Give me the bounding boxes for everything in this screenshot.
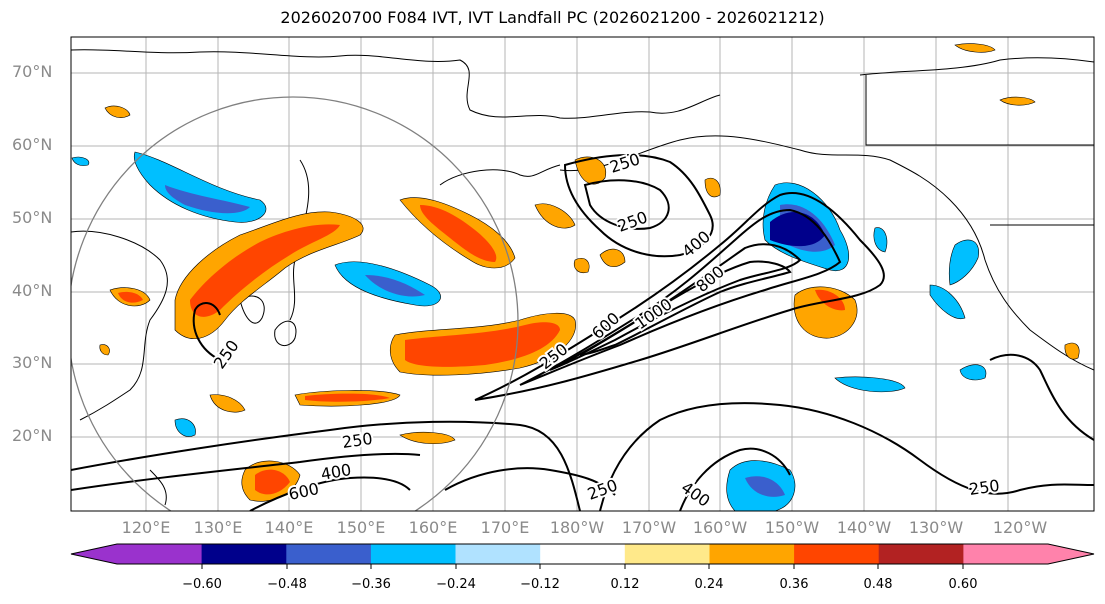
colorbar-segment bbox=[878, 544, 964, 564]
lon-label-130e: 130°E bbox=[193, 518, 243, 537]
colorbar-tick-label: 0.24 bbox=[694, 577, 724, 592]
colorbar-tick-label: −0.24 bbox=[436, 577, 476, 592]
colorbar-tick-label: −0.36 bbox=[351, 577, 391, 592]
contour-label-group: 250 250 250 400 600 800 1000 250 250 400… bbox=[208, 147, 1003, 513]
lon-label-150e: 150°E bbox=[336, 518, 386, 537]
lat-label-40n: 40°N bbox=[12, 281, 53, 300]
lon-label-160w: 160°W bbox=[692, 518, 748, 537]
contour-label: 400 bbox=[678, 227, 714, 261]
lon-label-180w: 180°W bbox=[549, 518, 605, 537]
lon-label-120w: 120°W bbox=[992, 518, 1048, 537]
lon-label-170w: 170°W bbox=[621, 518, 677, 537]
contour-label: 400 bbox=[319, 460, 352, 484]
colorbar-outline bbox=[70, 543, 1095, 565]
colorbar-segment bbox=[963, 544, 1049, 564]
lon-label-160e: 160°E bbox=[408, 518, 458, 537]
negative-region-se-core bbox=[745, 476, 785, 497]
colorbar-tick-label: 0.36 bbox=[779, 577, 809, 592]
colorbar-tick-label: 0.60 bbox=[948, 577, 978, 592]
lat-label-30n: 30°N bbox=[12, 353, 53, 372]
contour-label: 250 bbox=[968, 476, 1001, 499]
positive-region-central-core bbox=[405, 322, 560, 367]
lon-label-150w: 150°W bbox=[764, 518, 820, 537]
colorbar-segment bbox=[117, 544, 203, 564]
colorbar-segment bbox=[709, 544, 795, 564]
map-title: 2026020700 F084 IVT, IVT Landfall PC (20… bbox=[280, 8, 825, 27]
lat-label-20n: 20°N bbox=[12, 426, 53, 445]
contour-label: 250 bbox=[210, 336, 243, 372]
lon-label-120e: 120°E bbox=[121, 518, 171, 537]
lon-label-170e: 170°E bbox=[480, 518, 530, 537]
colorbar-tick-label: 0.48 bbox=[863, 577, 893, 592]
lon-label-130w: 130°W bbox=[908, 518, 964, 537]
ivt-contours bbox=[71, 154, 1094, 511]
negative-region-nw bbox=[133, 151, 267, 223]
map-frame bbox=[70, 36, 1095, 512]
range-circle bbox=[71, 96, 519, 511]
lon-label-140e: 140°E bbox=[264, 518, 314, 537]
colorbar-tick-label: −0.12 bbox=[520, 577, 560, 592]
contour-label: 250 bbox=[607, 149, 642, 177]
contour-label: 250 bbox=[615, 207, 650, 235]
coastlines bbox=[71, 49, 1094, 506]
colorbar-tick-label: 0.12 bbox=[610, 577, 640, 592]
colorbar-segment bbox=[370, 544, 456, 564]
colorbar-segment bbox=[624, 544, 710, 564]
colorbar bbox=[71, 544, 1094, 564]
negative-region-core-nw bbox=[165, 185, 250, 214]
colorbar-tick-label: −0.60 bbox=[182, 577, 222, 592]
colorbar-segment bbox=[455, 544, 541, 564]
colorbar-segment bbox=[540, 544, 626, 564]
pc-shading bbox=[71, 43, 1080, 511]
contour-label: 250 bbox=[341, 429, 374, 452]
colorbar-ticks bbox=[201, 564, 964, 569]
negative-region-mid-core bbox=[365, 275, 425, 297]
positive-region-japan bbox=[174, 211, 364, 339]
colorbar-segment bbox=[794, 544, 880, 564]
colorbar-segment bbox=[286, 544, 372, 564]
colorbar-extend-high bbox=[1048, 544, 1094, 564]
colorbar-extend-low bbox=[71, 544, 117, 564]
lat-label-70n: 70°N bbox=[12, 62, 53, 81]
positive-region-japan-core bbox=[190, 224, 340, 317]
lon-label-140w: 140°W bbox=[836, 518, 892, 537]
colorbar-tick-label: −0.48 bbox=[267, 577, 307, 592]
lat-label-60n: 60°N bbox=[12, 135, 53, 154]
colorbar-segment bbox=[201, 544, 287, 564]
lat-label-50n: 50°N bbox=[12, 208, 53, 227]
